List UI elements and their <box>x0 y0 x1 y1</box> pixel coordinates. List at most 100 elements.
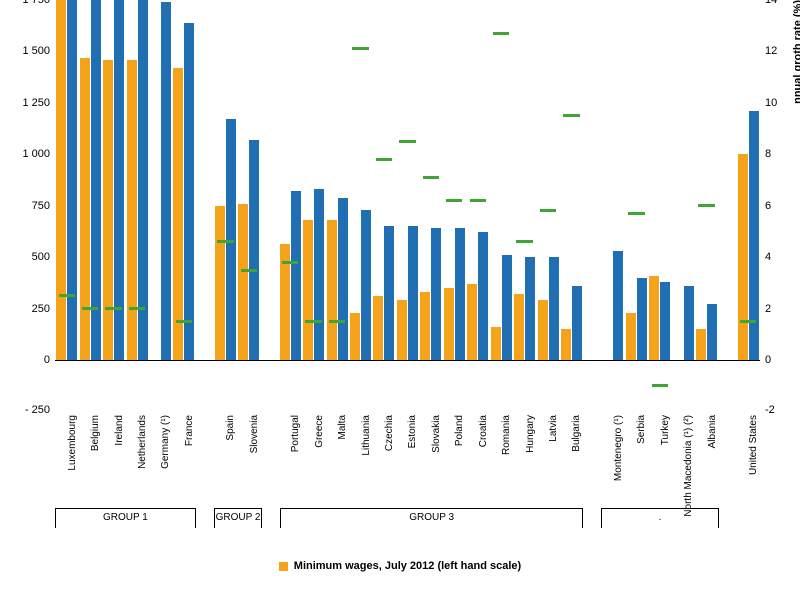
country-bars <box>672 0 695 360</box>
x-label: Greece <box>302 415 325 505</box>
bar-2022 <box>525 257 535 360</box>
growth-marker <box>282 261 298 264</box>
x-label: Luxembourg <box>55 415 78 505</box>
x-label: North Macedonia (¹) (²) <box>672 415 695 505</box>
x-label: Slovakia <box>419 415 442 505</box>
bar-2022 <box>314 189 324 360</box>
right-axis-label: nnual groth rate (%) <box>792 0 800 104</box>
country-bars <box>536 0 559 360</box>
x-label: Romania <box>489 415 512 505</box>
country-bars <box>372 0 395 360</box>
country-bars <box>325 0 348 360</box>
x-label: Serbia <box>625 415 648 505</box>
bar-2022 <box>114 0 124 360</box>
legend: Minimum wages, July 2012 (left hand scal… <box>0 560 800 572</box>
bar-2012 <box>696 329 706 360</box>
growth-marker <box>399 140 415 143</box>
bar-2012 <box>238 204 248 360</box>
x-label: Turkey <box>648 415 671 505</box>
legend-label-2012: Minimum wages, July 2012 (left hand scal… <box>294 560 521 572</box>
growth-marker <box>241 269 257 272</box>
bar-2022 <box>184 23 194 360</box>
legend-swatch-2012 <box>279 562 288 571</box>
bar-2012 <box>467 284 477 360</box>
bar-2012 <box>80 58 90 360</box>
left-tick: 1 000 <box>22 148 55 160</box>
bar-2022 <box>502 255 512 360</box>
growth-marker <box>470 199 486 202</box>
bar-2022 <box>572 286 582 360</box>
right-tick: 0 <box>760 354 771 366</box>
x-label: France <box>172 415 195 505</box>
growth-marker <box>217 240 233 243</box>
growth-marker <box>105 307 121 310</box>
bar-2022 <box>707 304 717 360</box>
bar-2012 <box>173 68 183 360</box>
group-label: GROUP 1 <box>55 508 196 528</box>
bar-2012 <box>56 0 66 360</box>
right-tick: 10 <box>760 97 777 109</box>
country-bars <box>125 0 148 360</box>
right-tick: 4 <box>760 251 771 263</box>
country-bars <box>736 0 759 360</box>
country-bars <box>466 0 489 360</box>
country-bars <box>55 0 78 360</box>
country-bars <box>513 0 536 360</box>
bar-2022 <box>161 2 171 360</box>
growth-marker <box>176 320 192 323</box>
country-bars <box>396 0 419 360</box>
growth-marker <box>329 320 345 323</box>
bar-2022 <box>478 232 488 360</box>
bar-2022 <box>431 228 441 360</box>
growth-marker <box>563 114 579 117</box>
bar-2022 <box>291 191 301 360</box>
country-bars <box>560 0 583 360</box>
bar-2012 <box>738 154 748 360</box>
group-label <box>737 508 760 528</box>
x-label: United States <box>736 415 759 505</box>
bar-2012 <box>103 60 113 360</box>
group-label: GROUP 2 <box>214 508 262 528</box>
country-bars <box>489 0 512 360</box>
country-bars <box>443 0 466 360</box>
country-bars <box>419 0 442 360</box>
bar-2012 <box>215 206 225 360</box>
right-tick: -2 <box>760 404 775 416</box>
left-tick: 1 750 <box>22 0 55 6</box>
x-axis-labels: LuxembourgBelgiumIrelandNetherlandsGerma… <box>55 415 760 505</box>
bar-2022 <box>67 0 77 360</box>
growth-marker <box>352 47 368 50</box>
right-tick: 14 <box>760 0 777 6</box>
bar-2022 <box>637 278 647 360</box>
x-label: Poland <box>443 415 466 505</box>
bar-2022 <box>549 257 559 360</box>
bar-2012 <box>649 276 659 360</box>
country-bars <box>172 0 195 360</box>
x-label: Slovenia <box>237 415 260 505</box>
growth-marker <box>376 158 392 161</box>
minimum-wages-chart: Minimum wages (€ nnual groth rate (%) 02… <box>0 0 800 600</box>
growth-marker <box>493 32 509 35</box>
right-tick: 2 <box>760 303 771 315</box>
x-label: Estonia <box>396 415 419 505</box>
bar-2022 <box>138 0 148 360</box>
right-tick: 12 <box>760 45 777 57</box>
left-tick: 1 500 <box>22 45 55 57</box>
right-tick: 8 <box>760 148 771 160</box>
growth-marker <box>698 204 714 207</box>
bar-2012 <box>127 60 137 360</box>
bar-2022 <box>361 210 371 360</box>
country-bars <box>78 0 101 360</box>
bar-2012 <box>397 300 407 360</box>
bar-2022 <box>660 282 670 360</box>
x-label: Netherlands <box>125 415 148 505</box>
group-label: GROUP 3 <box>280 508 583 528</box>
left-tick: 0 <box>44 354 55 366</box>
country-bars <box>279 0 302 360</box>
bar-2012 <box>538 300 548 360</box>
growth-marker <box>82 307 98 310</box>
left-tick: 750 <box>32 200 55 212</box>
growth-marker <box>129 307 145 310</box>
x-label: Bulgaria <box>560 415 583 505</box>
country-bars <box>601 0 624 360</box>
